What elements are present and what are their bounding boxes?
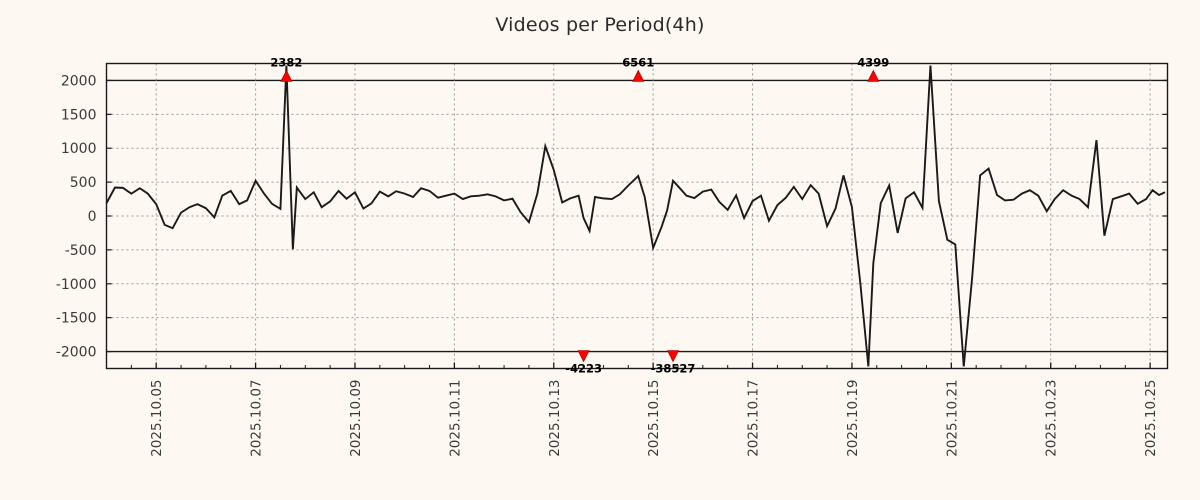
peak-marker-up (632, 69, 645, 82)
series-line (105, 65, 1166, 367)
y-tick-label: 0 (88, 209, 97, 225)
x-tick-label: 2025.10.19 (845, 380, 861, 457)
peak-value-label: 4399 (857, 55, 889, 69)
x-tick-label: 2025.10.17 (746, 380, 762, 457)
y-tick-label: 2000 (61, 73, 97, 89)
x-tick-label: 2025.10.07 (249, 380, 265, 457)
peak-value-label: -4223 (565, 362, 602, 376)
x-tick-label: 2025.10.11 (447, 380, 463, 457)
peak-value-label: 6561 (622, 55, 654, 69)
x-tick-label: 2025.10.23 (1044, 380, 1060, 457)
grid-layer (106, 63, 1168, 369)
x-tick-label: 2025.10.25 (1143, 380, 1159, 457)
peak-value-label: 2382 (270, 55, 302, 69)
plot-frame (105, 62, 1169, 370)
x-axis-ticks: 2025.10.05 2025.10.07 2025.10.09 2025.10.11… (106, 362, 1159, 457)
chart-title: Videos per Period(4h) (495, 14, 705, 36)
x-tick-label: 2025.10.05 (149, 380, 165, 457)
y-tick-label: -1500 (56, 311, 97, 327)
x-tick-label: 2025.10.15 (646, 380, 662, 457)
plot-border (105, 62, 1169, 370)
peak-marker-up (867, 69, 880, 82)
peak-value-label: -38527 (651, 362, 696, 376)
y-tick-label: -500 (65, 243, 97, 259)
y-tick-label: 1000 (61, 141, 97, 157)
y-tick-label: -2000 (56, 345, 97, 361)
x-tick-label: 2025.10.21 (944, 380, 960, 457)
y-tick-label: 500 (70, 175, 97, 191)
y-tick-label: 1500 (61, 107, 97, 123)
data-series (105, 65, 1166, 367)
peak-annotations: 2382 6561 4399 -4223 -38527 (270, 55, 889, 375)
x-tick-label: 2025.10.09 (348, 380, 364, 457)
peak-marker-down (666, 350, 680, 363)
x-tick-label: 2025.10.13 (547, 380, 563, 457)
y-tick-label: -1000 (56, 277, 97, 293)
peak-marker-up (280, 69, 293, 82)
y-axis-ticks: 2000 1500 1000 500 0 -500 -1000 -1500 -2000 (56, 73, 1168, 361)
peak-marker-down (577, 350, 590, 363)
